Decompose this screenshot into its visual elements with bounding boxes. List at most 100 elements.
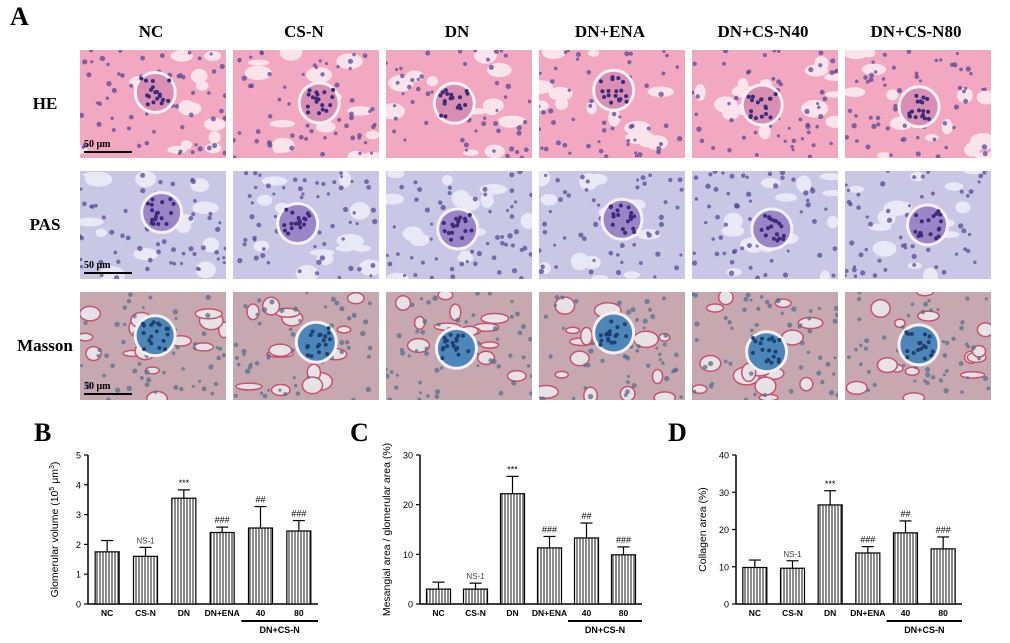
column-heading-nc: NC [138, 22, 164, 41]
chart-b-category-label-3: DN+ENA [205, 608, 240, 618]
chart-c-bar-2 [499, 493, 526, 605]
chart-d-category-label-1: CS-N [782, 608, 803, 618]
chart-c-category-label-4: 40 [582, 608, 592, 618]
panel-letter-a: A [10, 2, 29, 31]
chart-d-category-label-2: DN [824, 608, 836, 618]
chart-b-annotation-4: ## [255, 495, 265, 505]
chart-c-bar-5 [610, 554, 637, 605]
chart-d-annotation-4: ## [900, 509, 910, 519]
micrograph-he-3 [539, 50, 685, 158]
micrograph-he-4 [692, 50, 838, 158]
chart-b-bar-5 [286, 530, 312, 605]
micrograph-he-1 [233, 50, 379, 158]
micrograph-pas-0: 50 μm [80, 171, 226, 279]
column-heading-cs-n: CS-N [284, 22, 324, 41]
micrograph-masson-2 [386, 292, 532, 400]
chart-b-bar-3 [209, 531, 235, 605]
chart-c-group-label: DN+CS-N [585, 625, 625, 635]
chart-d-bar-1 [779, 567, 806, 605]
chart-c-annotation-1: NS-1 [466, 572, 485, 581]
chart-c-bar-0 [425, 588, 452, 605]
chart-d-group-label: DN+CS-N [904, 625, 944, 635]
chart-b-annotation-2: *** [179, 478, 190, 488]
scale-bar-line [84, 151, 132, 153]
panel-letter-b: B [34, 418, 52, 447]
panel-letter-d: D [668, 418, 687, 447]
chart-b-annotation-1: NS-1 [136, 536, 155, 545]
chart-b-y-tick-label: 1 [76, 570, 81, 580]
chart-b-category-label-0: NC [101, 608, 113, 618]
row-heading-pas: PAS [29, 215, 61, 234]
chart-d-category-label-0: NC [749, 608, 761, 618]
chart-c-y-tick-label: 0 [408, 600, 413, 610]
chart-b-category-label-5: 80 [294, 608, 304, 618]
chart-d-bar-4 [892, 532, 919, 605]
chart-d-annotation-2: *** [825, 479, 836, 489]
chart-d-bar-3 [855, 552, 881, 605]
chart-d-y-tick-label: 0 [724, 600, 729, 610]
chart-c-y-tick-label: 20 [403, 500, 413, 510]
chart-b-y-tick-label: 5 [76, 451, 81, 461]
micrograph-masson-0: 50 μm [80, 292, 226, 400]
chart-d-category-label-5: 80 [938, 608, 948, 618]
chart-b-category-label-1: CS-N [135, 608, 156, 618]
micrograph-he-0: 50 μm [80, 50, 226, 158]
chart-b-y-label: Glomerular volume (105 μm3) [49, 462, 61, 598]
chart-b-y-tick-label: 2 [76, 540, 81, 550]
scale-bar-line [84, 393, 132, 395]
scale-bar: 50 μm [84, 260, 132, 274]
column-heading-dn-ena: DN+ENA [574, 22, 646, 41]
chart-b-group-label: DN+CS-N [260, 625, 300, 635]
chart-d-annotation-1: NS-1 [783, 550, 802, 559]
chart-c-annotation-5: ### [616, 535, 631, 545]
chart-d-category-label-3: DN+ENA [850, 608, 885, 618]
chart-d-bar-2 [817, 504, 843, 605]
column-heading-dn-cs-n40: DN+CS-N40 [717, 22, 809, 41]
chart-b-category-label-2: DN [178, 608, 190, 618]
chart-d-y-tick-label: 40 [719, 451, 729, 461]
micrograph-pas-5 [845, 171, 991, 279]
chart-d-y-tick-label: 20 [719, 525, 729, 535]
scale-bar-label: 50 μm [84, 381, 111, 392]
chart-d-annotation-5: ### [936, 525, 951, 535]
chart-c-annotation-3: ### [542, 524, 557, 534]
chart-c-bar-3 [536, 547, 563, 605]
micrograph-pas-2 [386, 171, 532, 279]
scale-bar-label: 50 μm [84, 139, 111, 150]
micrograph-he-5 [845, 50, 991, 158]
row-heading-he: HE [32, 94, 58, 113]
chart-c-category-label-0: NC [432, 608, 444, 618]
micrograph-pas-1 [233, 171, 379, 279]
chart-c-annotation-4: ## [581, 511, 591, 521]
column-heading-dn: DN [444, 22, 470, 41]
chart-b-annotation-3: ### [215, 515, 230, 525]
chart-b-bar-2 [171, 497, 197, 605]
chart-b-bar-0 [94, 551, 120, 605]
chart-b-bar-4 [247, 527, 274, 605]
chart-c-category-label-3: DN+ENA [532, 608, 567, 618]
micrograph-pas-3 [539, 171, 685, 279]
column-heading-dn-cs-n80: DN+CS-N80 [870, 22, 962, 41]
chart-d-bar-0 [742, 566, 768, 605]
micrograph-masson-3 [539, 292, 685, 400]
chart-b-bar-1 [132, 555, 159, 605]
micrograph-masson-1 [233, 292, 379, 400]
chart-d-y-tick-label: 30 [719, 488, 729, 498]
panel-letter-c: C [350, 418, 369, 447]
scale-bar: 50 μm [84, 139, 132, 153]
chart-c-y-tick-label: 10 [403, 550, 413, 560]
scale-bar: 50 μm [84, 381, 132, 395]
chart-d-y-label: Collagen area (%) [697, 487, 709, 572]
chart-d-bar-5 [930, 548, 956, 605]
micrograph-pas-4 [692, 171, 838, 279]
chart-c-category-label-2: DN [506, 608, 518, 618]
chart-b-annotation-5: ### [291, 509, 306, 519]
chart-d-annotation-3: ### [860, 535, 875, 545]
scale-bar-label: 50 μm [84, 260, 111, 271]
scale-bar-line [84, 272, 132, 274]
chart-c-category-label-1: CS-N [465, 608, 486, 618]
chart-b-category-label-4: 40 [256, 608, 266, 618]
chart-c-category-label-5: 80 [619, 608, 629, 618]
micrograph-masson-4 [692, 292, 838, 400]
